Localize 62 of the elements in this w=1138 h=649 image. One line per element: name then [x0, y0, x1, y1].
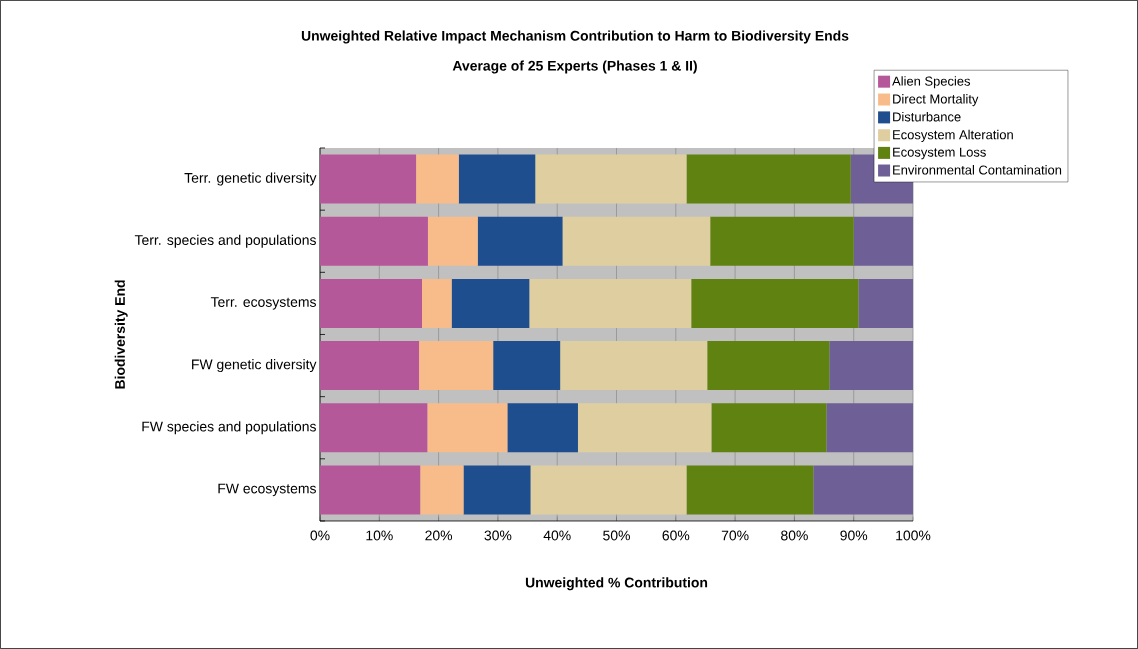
legend-label: Environmental Contamination [893, 165, 1062, 175]
bar [530, 465, 687, 515]
bar [853, 216, 914, 266]
bar [686, 154, 851, 204]
bar [562, 216, 711, 266]
bar [535, 154, 687, 204]
bar [320, 216, 428, 266]
bar [577, 403, 712, 453]
y-tick-label: Terr. ecosystems [210, 297, 316, 310]
bar [451, 278, 530, 328]
legend-label: Direct Mortality [893, 94, 979, 107]
bar [710, 216, 854, 266]
bar [477, 216, 563, 266]
x-tick-label: 20% [425, 530, 453, 541]
bar [529, 278, 692, 328]
bar [422, 278, 452, 328]
bar [320, 154, 417, 204]
chart-title: Unweighted Relative Impact Mechanism Contribution to Harm to Biodiversity Ends [301, 30, 849, 44]
x-tick-label: 30% [484, 530, 512, 541]
x-tick-label: 50% [603, 530, 630, 541]
bar [320, 341, 420, 391]
legend-label: Ecosystem Alteration [893, 129, 1013, 142]
y-tick-label: Terr. species and populations [134, 234, 316, 248]
x-tick-label: 10% [366, 530, 393, 541]
y-tick-label: Terr. genetic diversity [184, 172, 317, 186]
bar [427, 403, 508, 453]
x-tick-label: 60% [662, 530, 690, 541]
x-tick-label: 0% [310, 530, 330, 541]
x-tick-label: 90% [840, 530, 868, 541]
legend-label: Ecosystem Loss [893, 147, 986, 160]
bar [320, 403, 428, 453]
bar [427, 216, 478, 266]
bar [420, 465, 464, 515]
bar [686, 465, 814, 515]
bar [829, 341, 914, 391]
bar [458, 154, 536, 204]
y-axis-title: Biodiversity End [114, 280, 128, 389]
y-tick-label: FW genetic diversity [192, 359, 317, 373]
legend-label: Alien Species [892, 76, 971, 89]
bar [707, 341, 830, 391]
y-tick-label: FW ecosystems [218, 483, 316, 497]
bar [711, 403, 827, 453]
x-tick-label: 40% [543, 530, 571, 541]
chart-subtitle: Average of 25 Experts (Phases 1 & II) [452, 60, 697, 74]
legend-label: Disturbance [893, 111, 961, 122]
bar [507, 403, 578, 453]
bar [493, 341, 561, 391]
bar [813, 465, 914, 515]
bar [320, 278, 423, 328]
bar [858, 278, 914, 328]
bar [320, 465, 421, 515]
x-axis-title: Unweighted % Contribution [525, 577, 708, 591]
bar [463, 465, 531, 515]
bar [416, 154, 459, 204]
bar [419, 341, 494, 391]
bar [691, 278, 859, 328]
y-tick-label: FW species and populations [142, 421, 316, 435]
x-tick-label: 80% [781, 530, 808, 541]
x-tick-label: 100% [896, 530, 931, 541]
bar [826, 403, 914, 453]
x-tick-label: 70% [721, 530, 749, 541]
bar [560, 341, 708, 391]
